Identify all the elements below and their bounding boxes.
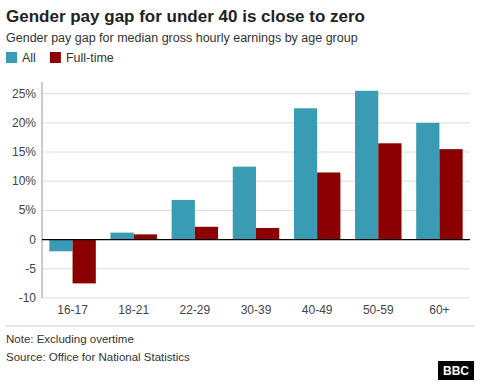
bar — [49, 240, 72, 252]
y-tick-label: -10 — [19, 291, 37, 305]
x-tick-label: 30-39 — [241, 303, 272, 317]
grid-line — [42, 152, 470, 153]
grid-line — [42, 268, 470, 269]
subtitle: Gender pay gap for median gross hourly e… — [6, 31, 358, 45]
bar — [172, 200, 195, 240]
bar — [195, 227, 218, 240]
logo-text: BBC — [443, 364, 469, 378]
y-tick-label: 10% — [12, 174, 36, 188]
bar — [233, 167, 256, 240]
legend-swatch — [6, 52, 17, 63]
legend-item: Full-time — [50, 51, 114, 65]
bar — [110, 233, 133, 240]
note: Note: Excluding overtime — [6, 333, 134, 345]
legend-item: All — [6, 51, 36, 65]
bar — [439, 149, 462, 239]
bar — [317, 172, 340, 239]
bars — [49, 91, 462, 284]
y-ticks: -10 -5 0 5% 10% 15% 20% 25% — [12, 87, 36, 305]
legend-label: Full-time — [66, 51, 114, 65]
chart: Gender pay gap for under 40 is close to … — [0, 0, 480, 389]
legend: All Full-time — [6, 51, 114, 65]
grid-line — [42, 93, 470, 94]
bar — [416, 123, 439, 240]
bar — [256, 228, 279, 240]
x-tick-label: 16-17 — [57, 303, 88, 317]
x-tick-label: 60+ — [429, 303, 449, 317]
grid-line — [42, 239, 470, 240]
legend-label: All — [22, 51, 36, 65]
y-tick-label: 15% — [12, 145, 36, 159]
x-tick-label: 40-49 — [302, 303, 333, 317]
bar — [134, 234, 157, 239]
y-axis-line — [42, 82, 43, 298]
x-tick-label: 22-29 — [180, 303, 211, 317]
grid-line — [42, 122, 470, 123]
x-ticks: 16-17 18-21 22-29 30-39 40-49 50-59 60+ — [57, 303, 449, 317]
y-tick-label: 25% — [12, 87, 36, 101]
bar — [378, 143, 401, 239]
legend-swatch — [50, 52, 61, 63]
source: Source: Office for National Statistics — [6, 351, 190, 363]
y-tick-label: 20% — [12, 116, 36, 130]
bar — [294, 108, 317, 239]
zero-line — [42, 239, 470, 240]
bar — [355, 91, 378, 240]
title: Gender pay gap for under 40 is close to … — [6, 7, 365, 26]
grid-line — [42, 298, 470, 299]
x-tick-label: 50-59 — [363, 303, 394, 317]
y-tick-label: 5% — [19, 203, 37, 217]
logo-box — [438, 361, 474, 380]
x-tick-label: 18-21 — [118, 303, 149, 317]
y-tick-label: 0 — [29, 233, 36, 247]
logo: BBC — [438, 361, 474, 380]
y-tick-label: -5 — [25, 262, 36, 276]
separator — [6, 326, 474, 327]
bar — [73, 240, 96, 284]
grid — [42, 94, 470, 298]
